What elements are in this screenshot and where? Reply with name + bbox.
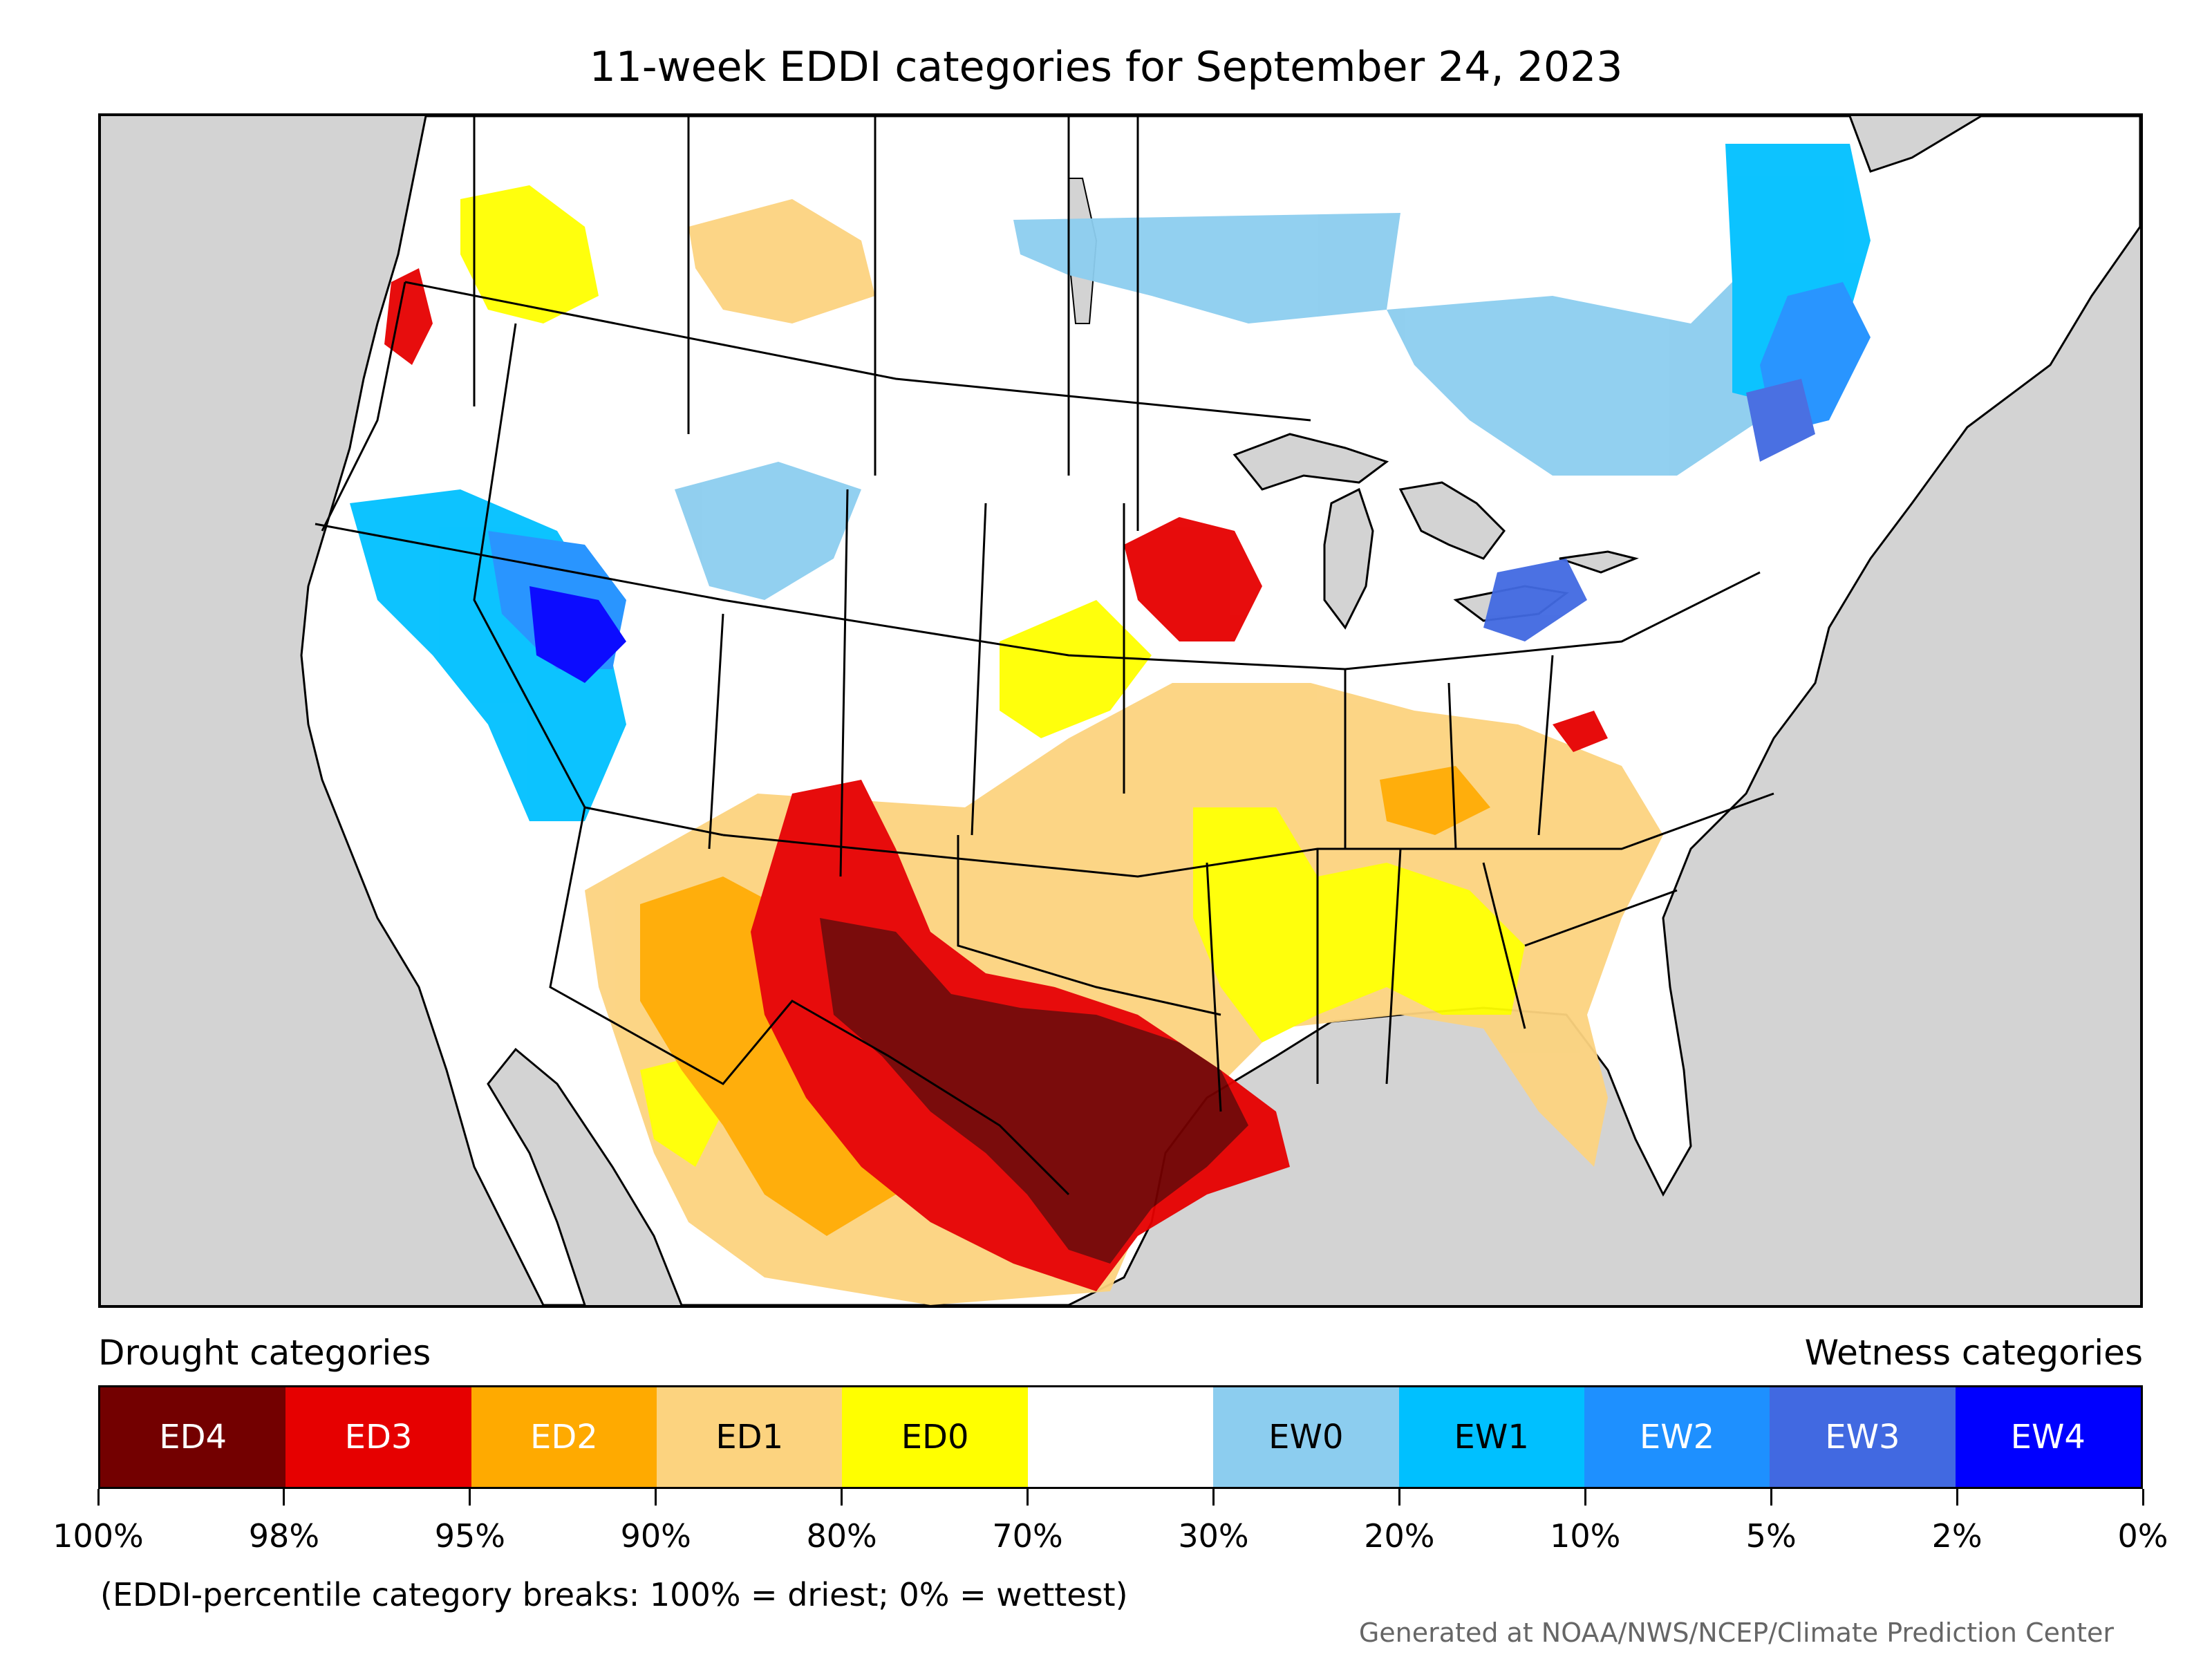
colorbar-cell-ew1: EW1 <box>1398 1387 1584 1487</box>
colorbar-tick-label: 30% <box>1178 1517 1249 1555</box>
map-title: 11-week EDDI categories for September 24… <box>589 43 1623 91</box>
colorbar-cell-ed0: ED0 <box>842 1387 1028 1487</box>
colorbar-tick-label: 20% <box>1364 1517 1435 1555</box>
colorbar-ticks <box>97 1489 2144 1510</box>
colorbar-tick <box>655 1489 657 1506</box>
colorbar-tick <box>1956 1489 1958 1506</box>
colorbar-tick <box>2141 1489 2144 1506</box>
colorbar-tick-label: 70% <box>992 1517 1063 1555</box>
colorbar-cell-ew0: EW0 <box>1213 1387 1399 1487</box>
colorbar-tick <box>1027 1489 1029 1506</box>
colorbar-tick-label: 80% <box>806 1517 877 1555</box>
political-borders <box>315 116 1774 1196</box>
colorbar-cell-ed4: ED4 <box>100 1387 286 1487</box>
map-canvas <box>101 116 2140 1305</box>
colorbar-cell-ew4: EW4 <box>1955 1387 2141 1487</box>
eddi-map <box>98 113 2143 1308</box>
colorbar-cell-ed1: ED1 <box>657 1387 843 1487</box>
colorbar-cell-ew2: EW2 <box>1584 1387 1770 1487</box>
colorbar-tick-label: 2% <box>1931 1517 1983 1555</box>
colorbar-cell-ed2: ED2 <box>471 1387 657 1487</box>
category-colorbar: ED4 ED3 ED2 ED1 ED0 EW0 EW1 EW2 EW3 EW4 <box>98 1385 2143 1489</box>
colorbar-tick <box>283 1489 285 1506</box>
category-breaks-note: (EDDI-percentile category breaks: 100% =… <box>100 1576 1128 1613</box>
colorbar-tick <box>1212 1489 1215 1506</box>
colorbar-tick <box>97 1489 100 1506</box>
colorbar-tick <box>841 1489 843 1506</box>
colorbar-tick-label: 95% <box>434 1517 505 1555</box>
great-lakes <box>1232 433 1639 630</box>
colorbar-cell-ed3: ED3 <box>285 1387 471 1487</box>
colorbar-tick-label: 98% <box>248 1517 320 1555</box>
credit-line: Generated at NOAA/NWS/NCEP/Climate Predi… <box>1358 1618 2114 1648</box>
colorbar-tick-label: 90% <box>620 1517 691 1555</box>
colorbar-cell-normal <box>1027 1387 1214 1487</box>
colorbar-tick <box>1770 1489 1772 1506</box>
colorbar-cell-ew3: EW3 <box>1770 1387 1956 1487</box>
colorbar-tick <box>469 1489 471 1506</box>
wetness-categories-heading: Wetness categories <box>1804 1333 2143 1373</box>
category-regions <box>350 144 1871 1305</box>
colorbar-tick-label: 0% <box>2117 1517 2168 1555</box>
colorbar-tick-label: 100% <box>53 1517 144 1555</box>
drought-categories-heading: Drought categories <box>98 1333 431 1373</box>
colorbar-tick <box>1584 1489 1586 1506</box>
colorbar-tick-label: 10% <box>1550 1517 1621 1555</box>
colorbar-tick <box>1398 1489 1400 1506</box>
colorbar-tick-label: 5% <box>1745 1517 1797 1555</box>
